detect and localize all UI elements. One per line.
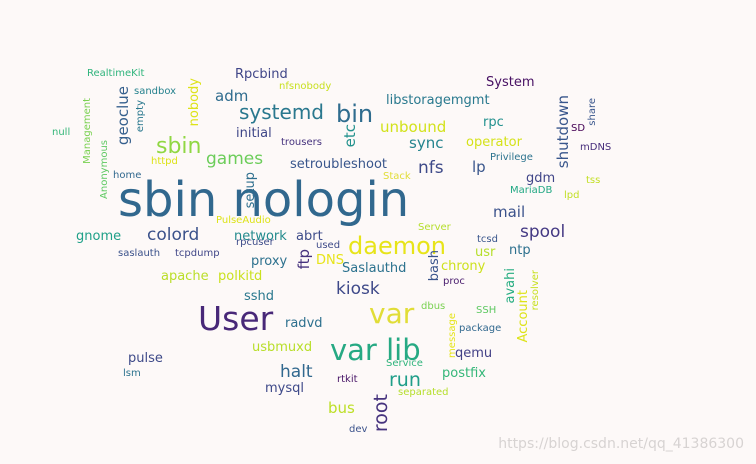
word: saslauth [118,248,161,259]
word: tcpdump [175,248,220,259]
word: tcsd [477,234,498,245]
word: Service [386,358,423,369]
word: qemu [455,346,493,361]
word: rpcuser [236,237,274,248]
word: daemon [348,232,446,260]
word: spool [520,222,566,242]
word: usbmuxd [252,340,313,355]
word: null [52,127,71,138]
word: nobody [187,78,202,127]
word: sbin [156,134,202,159]
word: adm [215,87,249,105]
word: nfsnobody [279,81,332,92]
word: used [316,240,341,251]
watermark: https://blog.csdn.net/qq_41386300 [498,436,744,452]
word: usr [475,245,496,260]
word: sbin nologin [118,172,410,228]
word: httpd [151,156,178,167]
word: halt [280,362,313,382]
word: apache [161,269,209,284]
word: geoclue [114,86,132,146]
word: sshd [244,289,275,304]
word: Management [82,98,93,164]
word: Server [418,222,451,233]
word: proxy [251,254,288,269]
word: MariaDB [510,185,553,196]
word: package [459,323,502,334]
word: nfs [418,158,444,178]
word: proc [443,276,465,287]
word: pulse [128,351,163,366]
word: mail [493,203,526,221]
word: Stack [383,171,411,182]
word: etc [341,124,359,148]
word: radvd [285,316,323,331]
word: var [369,297,415,330]
word: root [370,394,392,433]
word: bash [427,250,442,282]
word: gdm [526,171,556,186]
word: bin [336,100,374,128]
word: sync [409,134,444,152]
word: tss [586,175,601,186]
word: PulseAudio [216,215,271,226]
word: dbus [421,301,446,312]
word: games [206,149,264,169]
word: kiosk [336,279,380,299]
word: chrony [441,259,486,274]
word: gnome [76,229,122,244]
word: Saslauthd [342,261,407,276]
word: initial [236,126,272,141]
word: setup [243,172,258,209]
word: Anonymous [99,140,110,199]
word: systemd [239,100,324,124]
word: Rpcbind [235,67,288,82]
word: System [486,75,535,90]
word: resolver [530,270,541,311]
word: SSH [476,305,497,316]
word: colord [147,225,200,245]
word: sandbox [134,86,177,97]
word: empty [135,100,146,133]
word: lp [472,158,486,176]
word: trousers [281,137,322,148]
word: RealtimeKit [87,68,145,79]
word: DNS [316,253,344,268]
word: separated [398,387,449,398]
word: dev [349,424,368,435]
word: ntp [509,243,531,258]
word: lsm [123,368,141,379]
word: rtkit [337,374,358,385]
word: home [113,170,142,181]
word: ftp [295,249,313,270]
word: setroubleshoot [290,157,387,172]
word: var lib [330,333,421,367]
word: polkitd [218,269,263,284]
word: share [587,98,598,126]
word: abrt [296,229,323,244]
word: Privilege [490,152,533,163]
word: rpc [483,115,504,130]
word: User [198,299,274,338]
word: libstoragemgmt [386,93,490,108]
word: lpd [564,190,580,201]
word: SD [571,123,586,134]
word: message [447,313,458,358]
word: mysql [265,381,304,396]
word: network [234,229,287,244]
word: run [389,369,421,391]
word: operator [466,135,522,150]
word: postfix [442,366,486,381]
word: mDNS [580,142,612,153]
word: bus [328,399,355,417]
word: shutdown [554,95,572,169]
word: Account [516,290,531,343]
word: unbound [380,118,447,136]
